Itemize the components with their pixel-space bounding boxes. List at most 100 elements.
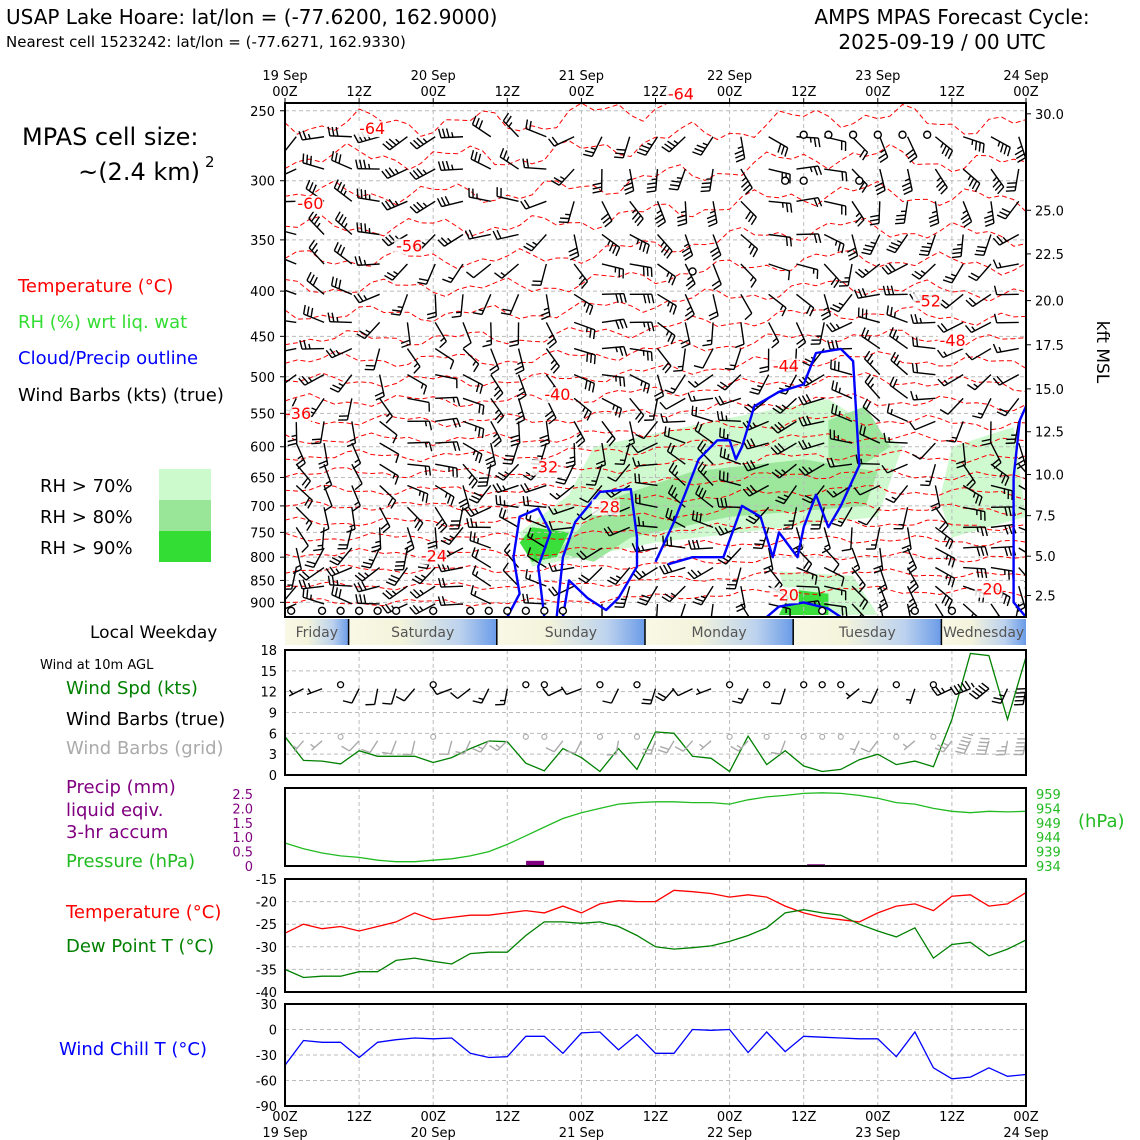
barb-half-flag [896,360,901,366]
barb-flag [785,236,789,247]
barb-half-flag [548,334,554,339]
isotherm-line [285,372,1026,408]
wind-barb [931,686,953,697]
barb-flag [869,222,880,226]
barb-flag [301,545,309,553]
bottom-tick-hour: 12Z [643,1110,669,1125]
wind-barb [320,507,330,534]
isotherm-label-bg [974,581,1003,598]
calm-circle [780,176,790,185]
wind-barb [409,200,436,214]
wind-barb [895,201,909,225]
barb-half-flag [392,473,396,479]
wind-barb [853,484,881,496]
barb-flag [607,579,616,586]
barb-half-flag [972,492,976,498]
barb-flag [502,112,510,122]
barb-flag [311,442,321,445]
barb-flag [624,186,634,191]
barb-half-flag [553,508,558,514]
barb-flag [996,235,1004,244]
barb-half-flag [478,309,484,312]
precip-ytick: 0.5 [232,846,253,861]
barb-flag [384,200,392,209]
wind-barb [500,294,520,316]
wind-barb [434,347,455,370]
wind-ytick: 3 [269,748,277,763]
wind-barb [548,520,575,531]
wind-barb [657,740,675,754]
wind-barb [364,348,381,371]
barb-flag [671,180,681,183]
barb-staff [740,293,753,314]
pressure-tick-label: 850 [250,574,275,589]
barb-flag [495,474,504,481]
isotherm-label: -56 [396,237,422,256]
barb-flag [493,440,502,448]
barb-staff [919,442,936,460]
barb-flag [677,222,687,227]
barb-flag [274,169,280,176]
barb-flag [384,274,393,281]
barb-flag [475,117,480,127]
barb-flag [619,293,623,303]
barb-half-flag [666,271,670,278]
barb-flag [654,213,663,221]
barb-flag [449,360,455,370]
wind-barb [502,442,520,465]
barb-staff [695,688,712,696]
wind-grid-calm-circle [800,733,807,740]
barb-flag [809,307,815,317]
barb-half-flag [553,565,558,572]
barb-half-flag [472,449,476,456]
barb-flag [707,218,717,224]
barb-flag [413,366,421,374]
barb-flag [774,469,783,477]
barb-flag [475,382,480,393]
isotherm-label: -24 [421,546,447,565]
wind-barb [298,374,325,386]
barb-half-flag [607,240,611,246]
wind-grid-calm-circle [893,733,900,740]
barb-half-flag [307,688,312,694]
barb-flag [911,273,920,280]
barb-flag [974,141,978,151]
barb-half-flag [1002,236,1008,242]
barb-flag [861,700,872,704]
barb-flag [974,183,981,192]
barb-flag [578,577,587,584]
wind-barb [768,200,793,213]
barb-flag [470,585,474,595]
wind-barb [697,461,714,486]
barb-flag [301,375,309,384]
barb-flag [338,588,342,599]
wind-barb [810,322,825,345]
wind-barb [426,294,437,320]
barb-half-flag [945,574,949,580]
barb-flag [459,502,469,508]
wind-barb [939,397,964,415]
wind-barb [855,454,880,465]
barb-staff [285,136,297,153]
barb-flag [381,202,388,211]
barb-flag [1008,546,1013,556]
barb-flag [771,341,780,349]
barb-flag [285,382,286,384]
barb-flag [412,203,421,212]
wind-barb [502,562,520,587]
barb-staff [348,740,360,752]
barb-flag [309,155,312,166]
weekday-band [285,619,349,645]
barb-flag [911,336,915,347]
bottom-tick-hour: 00Z [420,1110,446,1125]
barb-flag [427,540,437,545]
precip-label-1: Precip (mm) [66,777,176,798]
barb-flag [878,587,888,594]
barb-flag [937,324,945,333]
barb-half-flag [495,744,501,749]
barb-flag [885,264,893,273]
barb-flag [798,396,804,406]
precip-ytick: 1.0 [232,831,253,846]
barb-flag [334,211,341,221]
barb-flag [301,477,309,486]
